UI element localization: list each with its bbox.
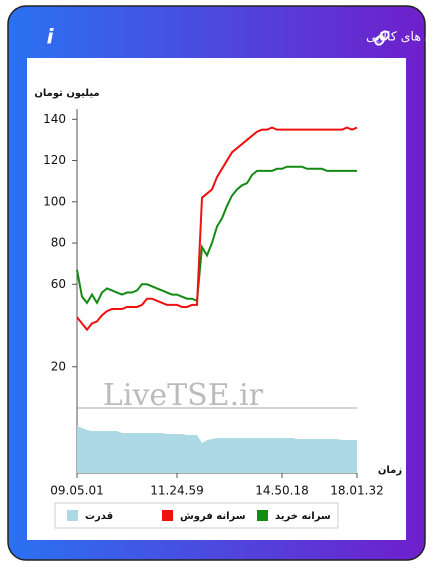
y-tick-label: 140 (43, 112, 66, 126)
info-icon[interactable]: i (47, 25, 55, 49)
y-tick-label: 80 (51, 236, 66, 250)
x-tick-label: 11.24.59 (150, 484, 203, 498)
legend (54, 502, 339, 529)
x-tick-label: 18.01.32 (330, 484, 383, 498)
y-tick-label: 60 (51, 277, 66, 291)
legend-swatch (67, 510, 78, 521)
power-area (77, 426, 357, 473)
legend-swatch (162, 510, 173, 521)
x-tick-label: 09.05.01 (50, 484, 103, 498)
legend-label: سرانه خرید (275, 511, 331, 522)
legend-swatch (257, 510, 268, 521)
x-tick-label: 14.50.18 (255, 484, 308, 498)
y-tick-label: 100 (43, 194, 66, 208)
series-line (76, 165, 357, 305)
x-axis-label: زمان (378, 465, 402, 476)
y-axis-label: میلیون تومان (34, 88, 99, 99)
legend-label: قدرت (85, 511, 113, 522)
watermark: LiveTSE.ir (103, 378, 264, 413)
series-line (76, 126, 358, 332)
y-tick-label: 20 (51, 359, 66, 373)
link-icon[interactable] (374, 30, 390, 46)
legend-label: سرانه فروش (180, 511, 246, 522)
y-tick-label: 120 (43, 153, 66, 167)
